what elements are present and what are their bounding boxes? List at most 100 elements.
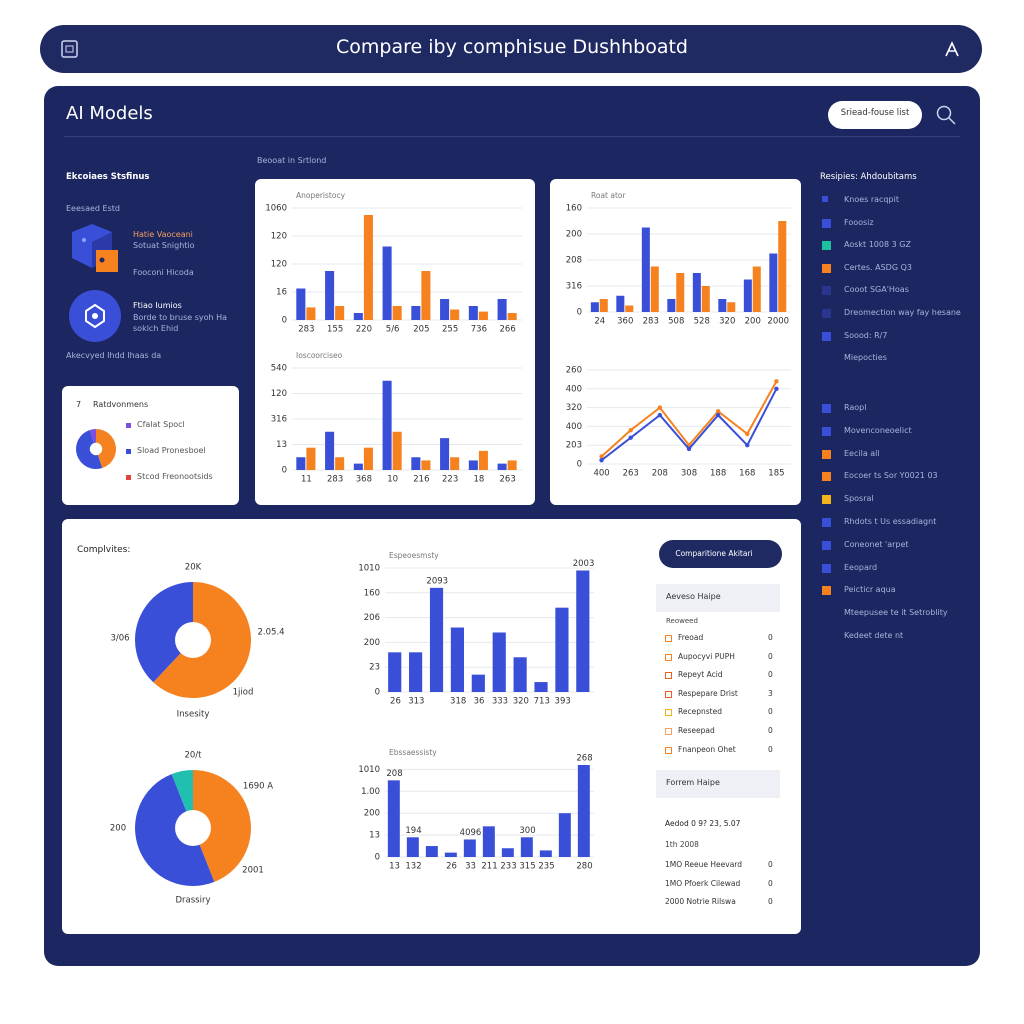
- point: [774, 386, 779, 391]
- x-tick-label: 283: [298, 325, 314, 335]
- text: Respepare Drist: [678, 688, 738, 698]
- legend-swatch: [822, 449, 831, 459]
- text: 0: [768, 707, 773, 717]
- text: Akecvyed Ihdd Ihaas da: [66, 351, 162, 360]
- bar: [382, 380, 392, 470]
- bar: [421, 460, 431, 470]
- bar: [497, 299, 507, 320]
- chart-title: Espeoesmsty: [389, 551, 439, 560]
- y-tick-label: 1.00: [361, 787, 380, 797]
- bar: [450, 627, 465, 692]
- legend-swatch: [126, 475, 131, 480]
- annotation: 2003: [573, 559, 595, 569]
- legend-swatch: [822, 563, 831, 573]
- x-tick-label: 315: [519, 862, 535, 872]
- bar: [392, 306, 402, 320]
- model-icon: [72, 224, 118, 272]
- model-icon: [69, 290, 121, 342]
- legend-swatch: [665, 709, 672, 717]
- legend-swatch: [822, 263, 831, 273]
- x-tick-label: 713: [534, 697, 550, 707]
- text: Hatie Vaoceani: [133, 230, 193, 239]
- x-tick-label: 33: [465, 862, 476, 872]
- x-tick-label: 26: [390, 697, 401, 707]
- bar: [444, 852, 457, 857]
- bar: [752, 266, 761, 312]
- y-tick-label: 0: [577, 460, 582, 470]
- pie-slice: [76, 429, 103, 469]
- bar: [409, 652, 423, 692]
- text: Cooot SGA'Hoas: [844, 285, 909, 295]
- chart-title: Anoperistocy: [296, 191, 346, 200]
- y-tick-label: 400: [566, 422, 582, 432]
- text[interactable]: Sriead-fouse list: [840, 108, 910, 118]
- pie-slice: [135, 582, 193, 683]
- annotation: 20K: [185, 563, 202, 573]
- text: 0: [768, 878, 773, 888]
- text: Soood: R/7: [844, 330, 888, 340]
- bar: [471, 674, 485, 692]
- text: Eecila all: [844, 448, 880, 458]
- point: [657, 405, 663, 410]
- chart: Espeoesmsty 0 23 200 206 160 1010 26 313 318 36 333…: [358, 551, 595, 707]
- x-tick-label: 320: [719, 317, 735, 327]
- y-tick-label: 0: [282, 466, 287, 476]
- bar: [667, 299, 676, 312]
- bar: [306, 307, 316, 320]
- x-tick-label: 266: [500, 325, 516, 335]
- bar: [497, 463, 507, 470]
- chart-title: Ebssaessisty: [389, 748, 437, 757]
- y-tick-label: 200: [364, 638, 380, 648]
- search-icon[interactable]: [934, 103, 958, 127]
- y-tick-label: 120: [271, 232, 287, 242]
- search-box[interactable]: [828, 101, 922, 129]
- bar: [425, 846, 438, 857]
- y-tick-label: 320: [566, 403, 582, 413]
- annotation: 194: [405, 826, 421, 836]
- y-tick-label: 120: [271, 389, 287, 399]
- text: 0: [768, 744, 773, 754]
- bar: [392, 431, 402, 470]
- legend-swatch: [822, 196, 828, 202]
- user-icon[interactable]: [940, 38, 964, 62]
- annotation: 2093: [426, 576, 448, 586]
- bar: [468, 306, 478, 320]
- x-tick-label: 205: [413, 325, 429, 335]
- text: Fooconi Hicoda: [133, 268, 194, 277]
- text: 0: [768, 897, 773, 906]
- point: [599, 458, 604, 463]
- bar: [507, 313, 517, 320]
- chart: Ioscoorciseo 0 13 316 120 540 11 283 368 10 216 223…: [271, 351, 522, 485]
- bar: [513, 657, 527, 692]
- text: Sotuat Snightio: [133, 241, 195, 250]
- bar: [468, 460, 478, 470]
- text: 0: [768, 860, 773, 869]
- bar: [429, 587, 444, 692]
- bar: [599, 299, 608, 312]
- y-tick-label: 540: [271, 364, 287, 374]
- point: [628, 435, 633, 440]
- text: Mteepusee te it Setroblity: [844, 608, 948, 618]
- y-tick-label: 208: [566, 256, 582, 266]
- text: Reoweed: [666, 617, 698, 625]
- text: Peicticr aqua: [844, 585, 896, 595]
- text: Eocoer ts Sor Y0021 03: [844, 471, 938, 481]
- legend-swatch: [665, 653, 672, 661]
- bar: [743, 279, 752, 312]
- text: 0: [768, 726, 773, 735]
- app-icon: [61, 40, 78, 58]
- point: [774, 379, 779, 384]
- legend-swatch: [665, 746, 672, 754]
- text[interactable]: Comparitione Akitari: [675, 549, 753, 558]
- annotation: 268: [576, 754, 592, 764]
- bar: [411, 306, 421, 320]
- bar: [501, 848, 514, 857]
- button[interactable]: [659, 540, 782, 568]
- x-tick-label: 528: [694, 317, 710, 327]
- x-tick-label: 155: [327, 325, 343, 335]
- y-tick-label: 1010: [358, 765, 380, 775]
- y-tick-label: 1010: [358, 564, 380, 574]
- bar: [363, 447, 373, 470]
